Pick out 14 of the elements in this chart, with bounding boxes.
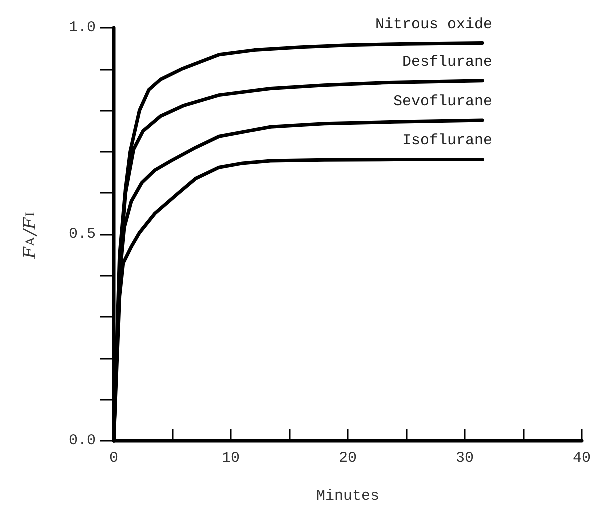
y-tick-label: 0.5 [68, 226, 96, 243]
x-tick-label: 20 [338, 450, 358, 467]
y-axis-title: FA/FI [20, 212, 40, 260]
x-tick-label: 10 [222, 450, 240, 467]
x-axis-title: Minutes [316, 488, 380, 505]
x-tick-label: 40 [572, 450, 592, 467]
series-label: Nitrous oxide [376, 16, 493, 34]
y-tick-label: 0.0 [68, 432, 96, 450]
series-label: Isoflurane [402, 132, 493, 150]
y-tick-label: 1.0 [68, 20, 96, 36]
x-tick-label: 30 [456, 450, 474, 467]
series-label: Desflurane [402, 54, 493, 71]
x-tick-label: 0 [109, 450, 119, 467]
series-label: Sevoflurane [394, 94, 493, 111]
